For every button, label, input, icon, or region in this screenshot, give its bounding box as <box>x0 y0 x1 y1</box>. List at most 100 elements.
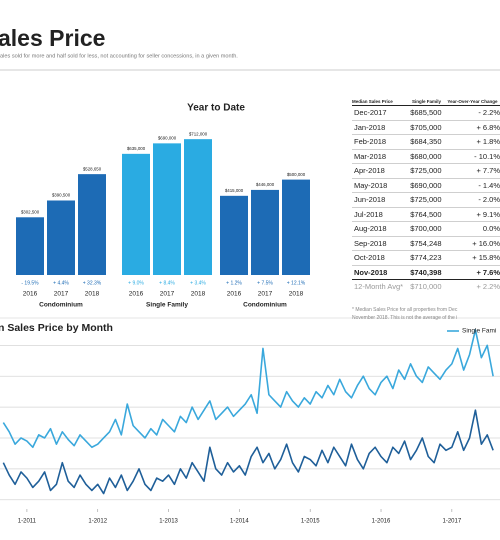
header-cell: Year-Over-Year Change <box>444 98 500 106</box>
bar <box>220 195 248 275</box>
table-cell: $754,248 <box>408 236 445 251</box>
table-cell: $764,500 <box>408 207 445 222</box>
table-cell: Dec-2017 <box>352 105 409 121</box>
subtitle: ales sold for more and half sold for les… <box>0 53 238 59</box>
change-label: + 3.4% <box>190 280 206 286</box>
table-cell: $705,000 <box>408 120 445 135</box>
header-cell: Single Family <box>408 98 445 106</box>
table-cell: Oct-2018 <box>352 250 409 266</box>
table-row: Oct-2018 $774,223 + 15.8% <box>352 250 500 266</box>
x-tick-label: 1-2012 <box>88 519 107 525</box>
bar <box>251 189 279 275</box>
bar <box>122 153 150 275</box>
legend-label: Single Fami <box>462 328 496 335</box>
table-cell: $774,223 <box>408 250 445 266</box>
chart-title: n Sales Price by Month <box>0 322 113 334</box>
table-cell: Nov-2018 <box>352 265 409 280</box>
bar <box>153 143 181 275</box>
group-label: Condominium <box>243 302 287 309</box>
bar <box>282 179 310 275</box>
table-row: Jan-2018 $705,000 + 6.8% <box>352 120 500 135</box>
table-cell: Feb-2018 <box>352 134 409 150</box>
chart-title: Year to Date <box>187 103 245 114</box>
price-table: Median Sales Price Single Family Year-Over… <box>352 98 500 294</box>
table-cell: + 1.8% <box>444 134 500 150</box>
x-tick-label: 2017 <box>160 291 175 298</box>
bar <box>47 200 75 275</box>
bar <box>78 174 106 275</box>
table-cell: $725,000 <box>408 192 445 208</box>
x-tick-label: 2016 <box>129 291 144 298</box>
table-cell: $684,350 <box>408 134 445 150</box>
change-label: + 9.0% <box>128 280 144 286</box>
table-cell: - 10.1% <box>444 149 500 164</box>
table-cell: $725,000 <box>408 163 445 179</box>
x-tick-label: 2018 <box>289 291 304 298</box>
table-cell: Jan-2018 <box>352 120 409 135</box>
table-row: Jun-2018 $725,000- 2.0% <box>352 192 500 208</box>
change-label: - 19.5% <box>21 280 39 286</box>
table-cell: + 2.2% <box>476 282 500 292</box>
x-tick-label: 1-2011 <box>18 519 37 525</box>
x-tick-label: 2018 <box>191 291 206 298</box>
x-tick-label: 2016 <box>227 291 242 298</box>
note: November 2018. This is not the average o… <box>352 315 458 321</box>
bar <box>184 139 212 275</box>
table-cell: 12-Month Avg* <box>354 282 404 292</box>
x-tick-label: 1-2014 <box>230 519 249 525</box>
line-series <box>2 329 494 449</box>
page-title: ales Price <box>0 25 105 51</box>
table-cell: - 1.4% <box>444 178 500 193</box>
x-tick-label: 1-2016 <box>372 519 391 525</box>
table-cell: Jul-2018 <box>352 207 409 222</box>
table-row: Jul-2018 $764,500 + 9.1% <box>352 207 500 222</box>
change-label: + 7.5% <box>257 280 273 286</box>
change-label: + 4.4% <box>53 280 69 286</box>
x-tick-label: 1-2017 <box>442 519 461 525</box>
value-label: $415,000 <box>225 188 244 193</box>
table-cell: $685,500 <box>408 105 445 121</box>
table-cell: Mar-2018 <box>352 149 409 164</box>
value-label: $635,000 <box>127 146 146 151</box>
value-label: $690,000 <box>158 136 177 141</box>
x-tick-label: 2017 <box>258 291 273 298</box>
x-tick-label: 1-2015 <box>301 519 320 525</box>
table-cell: Apr-2018 <box>352 163 409 179</box>
note: * Median Sales Price for all properties … <box>352 307 458 313</box>
table-row: Feb-2018 $684,350 + 1.8% <box>352 134 500 150</box>
value-label: $302,500 <box>21 209 40 214</box>
change-label: + 1.2% <box>226 280 242 286</box>
x-tick-label: 2018 <box>85 291 100 298</box>
value-label: $712,000 <box>189 131 208 136</box>
value-label: $528,650 <box>83 166 102 171</box>
table-cell: + 7.6% <box>444 265 500 280</box>
x-tick-label: 2017 <box>54 291 69 298</box>
table-row: May-2018 $690,000- 1.4% <box>352 178 500 193</box>
table-row: Mar-2018 $680,000- 10.1% <box>352 149 500 164</box>
table-cell: Sep-2018 <box>352 236 409 251</box>
bar <box>16 217 44 275</box>
group-label: Condominium <box>39 302 83 309</box>
table-row: Apr-2018 $725,000 + 7.7% <box>352 163 500 179</box>
table-cell: $700,000 <box>408 221 445 237</box>
table-cell: 0.0% <box>444 221 500 237</box>
table-cell: + 6.8% <box>444 120 500 135</box>
table-footer: 12-Month Avg* $710,000 + 2.2% <box>352 280 500 294</box>
value-label: $500,000 <box>287 172 306 177</box>
table-cell: + 7.7% <box>444 163 500 179</box>
table-row: Nov-2018 $740,398 + 7.6% <box>352 265 500 280</box>
table-cell: $740,398 <box>408 265 445 280</box>
value-label: $390,500 <box>52 193 71 198</box>
table-row: Sep-2018 $754,248 + 16.0% <box>352 236 500 251</box>
table-cell: May-2018 <box>352 178 409 193</box>
table-cell: - 2.2% <box>444 105 500 121</box>
group-label: Single Family <box>146 302 188 309</box>
table-cell: Jun-2018 <box>352 192 409 208</box>
table-row: Aug-2018 $700,000 0.0% <box>352 221 500 237</box>
table-cell: $680,000 <box>408 149 445 164</box>
table-cell: + 9.1% <box>444 207 500 222</box>
table-cell: $690,000 <box>408 178 445 193</box>
table-cell: $710,000 <box>410 282 442 292</box>
